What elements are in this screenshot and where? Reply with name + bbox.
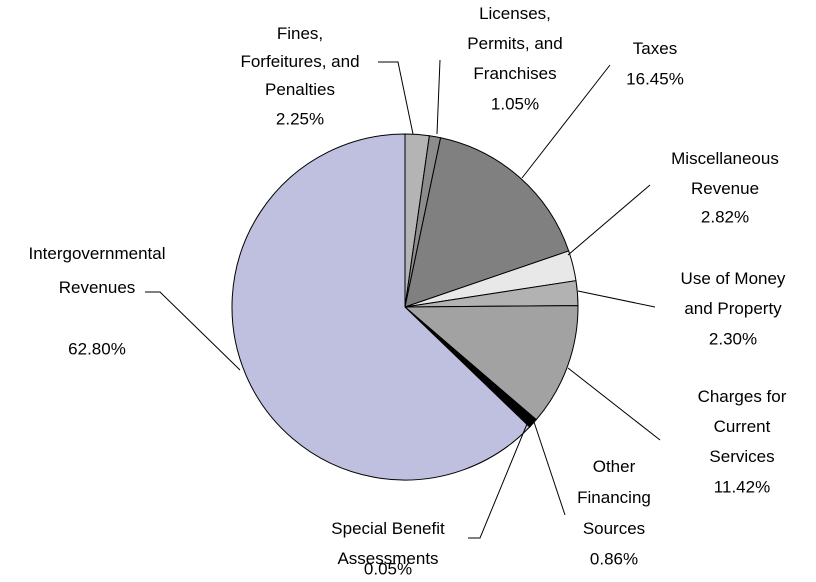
slice-label: Use of Money and Property: [681, 269, 786, 318]
value-label: 16.45%: [626, 69, 684, 88]
leader-line: [577, 290, 656, 308]
value-label: 0.86%: [590, 549, 638, 568]
leader-line: [436, 59, 441, 135]
slice-label: Other Financing Sources: [577, 457, 651, 538]
leader-line: [468, 423, 528, 539]
leader-line: [567, 184, 651, 256]
value-label: 1.05%: [491, 94, 539, 113]
value-label: 0.05%: [364, 559, 412, 578]
leader-line: [145, 291, 241, 371]
value-label: 62.80%: [68, 339, 126, 358]
slice-label: Licenses, Permits, and Franchises: [467, 4, 562, 83]
leader-line: [533, 421, 566, 516]
value-label: 11.42%: [714, 477, 770, 496]
slice-label: Miscellaneous Revenue: [671, 149, 779, 198]
pie-slice: [231, 133, 531, 481]
value-label: 2.30%: [709, 329, 757, 348]
slice-label: Fines, Forfeitures, and Penalties: [240, 24, 359, 99]
value-label: 2.25%: [276, 109, 324, 128]
slice-label: Taxes: [633, 39, 677, 58]
slice-label: Special Benefit Assessments: [331, 519, 445, 568]
pie-slice: [403, 305, 579, 421]
slice-label: Intergovernmental Revenues: [28, 244, 165, 297]
slice-label: Charges for Current Services: [698, 387, 787, 466]
leader-line: [521, 64, 611, 179]
leader-line: [378, 61, 414, 135]
value-label: 2.82%: [701, 207, 749, 226]
leader-line: [567, 367, 661, 441]
